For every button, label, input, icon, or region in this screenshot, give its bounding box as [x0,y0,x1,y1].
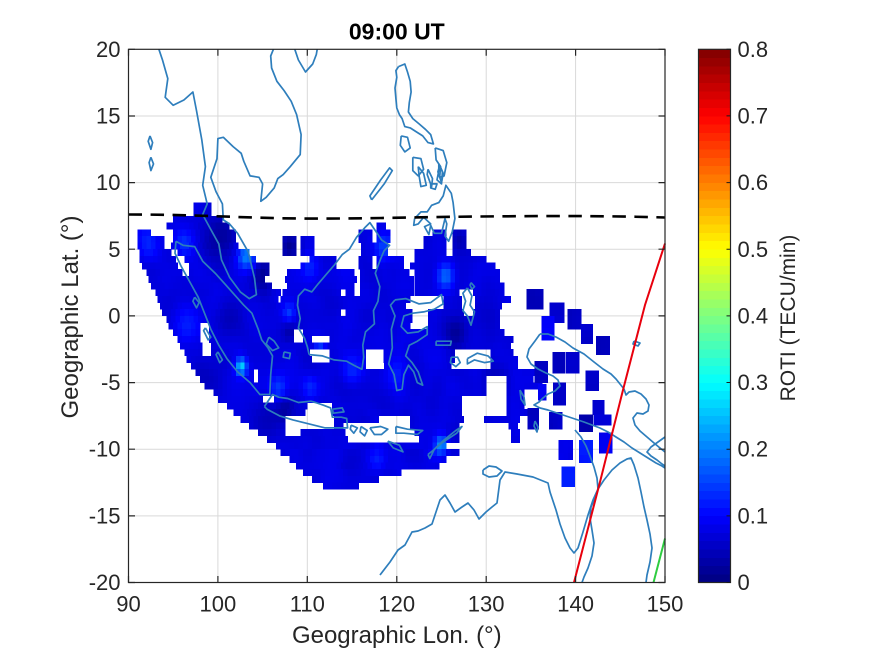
svg-text:0.3: 0.3 [738,370,769,395]
svg-text:-15: -15 [89,503,121,528]
svg-text:ROTI (TECU/min): ROTI (TECU/min) [777,235,800,402]
svg-text:150: 150 [647,592,684,617]
svg-text:120: 120 [378,592,415,617]
svg-text:140: 140 [557,592,594,617]
svg-text:-20: -20 [89,570,121,595]
svg-text:Geographic Lon. (°): Geographic Lon. (°) [292,622,502,649]
svg-text:0.1: 0.1 [738,503,769,528]
svg-text:130: 130 [468,592,505,617]
svg-text:0: 0 [738,570,750,595]
svg-text:09:00 UT: 09:00 UT [349,19,445,45]
svg-text:-10: -10 [89,437,121,462]
svg-text:5: 5 [108,237,120,262]
svg-text:110: 110 [290,592,325,617]
svg-text:0.5: 0.5 [738,237,769,262]
svg-text:0.6: 0.6 [738,170,769,195]
svg-text:100: 100 [200,592,237,617]
svg-text:0.7: 0.7 [738,103,769,128]
svg-text:10: 10 [96,170,120,195]
svg-text:90: 90 [116,592,140,617]
svg-text:0.2: 0.2 [738,437,769,462]
svg-text:0.4: 0.4 [738,303,769,328]
svg-text:20: 20 [96,37,120,62]
svg-text:Geographic Lat. (°): Geographic Lat. (°) [57,215,84,418]
svg-text:0.8: 0.8 [738,37,769,62]
svg-text:0: 0 [108,303,120,328]
svg-text:-5: -5 [101,370,121,395]
svg-text:15: 15 [96,103,120,128]
